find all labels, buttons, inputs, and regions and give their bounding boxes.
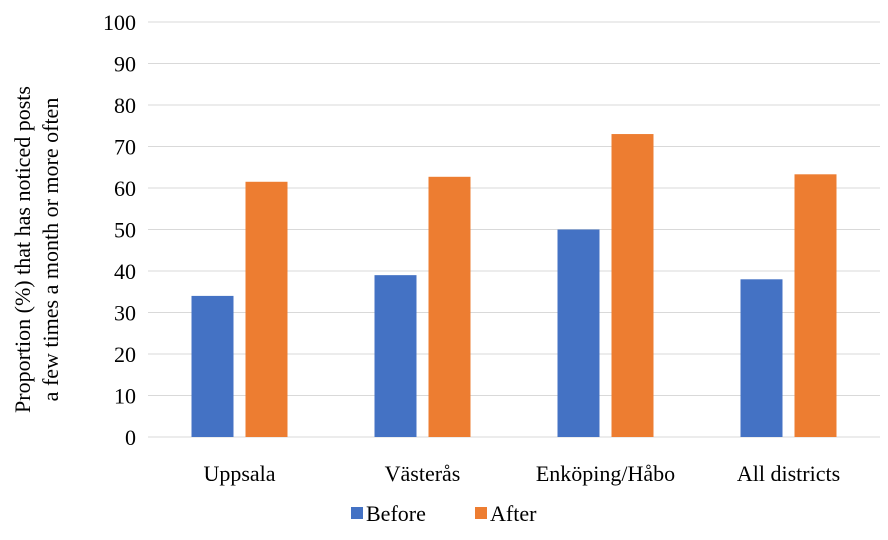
legend: Before After (351, 501, 537, 526)
bar-after-4 (794, 174, 837, 437)
y-tick-label: 60 (114, 176, 136, 201)
y-tick-label: 10 (114, 384, 136, 409)
y-tick-label: 20 (114, 342, 136, 367)
bar-after-3 (611, 134, 654, 438)
bar-after-2 (428, 176, 471, 438)
legend-swatch-before (351, 507, 363, 519)
y-tick-label: 50 (114, 218, 136, 243)
y-tick-label: 30 (114, 301, 136, 326)
x-category-label: Uppsala (203, 461, 275, 486)
bar-before-2 (374, 275, 417, 437)
legend-label-after: After (490, 501, 537, 526)
x-category-label: Västerås (385, 461, 461, 486)
bar-before-4 (740, 279, 783, 437)
bar-after-1 (245, 181, 288, 437)
y-tick-label: 70 (114, 135, 136, 160)
y-axis-title-line: a few times a month or more often (38, 98, 63, 402)
y-tick-label: 40 (114, 259, 136, 284)
legend-label-before: Before (366, 501, 426, 526)
y-axis-title-line: Proportion (%) that has noticed posts (10, 86, 35, 413)
y-tick-label: 0 (125, 425, 136, 450)
legend-swatch-after (475, 507, 487, 519)
y-tick-label: 90 (114, 52, 136, 77)
y-axis-title: Proportion (%) that has noticed posts a f… (10, 86, 63, 413)
y-tick-label: 100 (103, 10, 136, 35)
bars (191, 134, 837, 438)
bar-before-1 (191, 295, 234, 437)
x-category-label: Enköping/Håbo (536, 461, 675, 486)
y-axis-ticks: 0 10 20 30 40 50 60 70 80 90 100 (103, 10, 136, 450)
y-tick-label: 80 (114, 93, 136, 118)
bar-before-3 (557, 229, 600, 437)
x-category-label: All districts (737, 461, 840, 486)
x-axis-labels: Uppsala Västerås Enköping/Håbo All district… (203, 461, 840, 486)
